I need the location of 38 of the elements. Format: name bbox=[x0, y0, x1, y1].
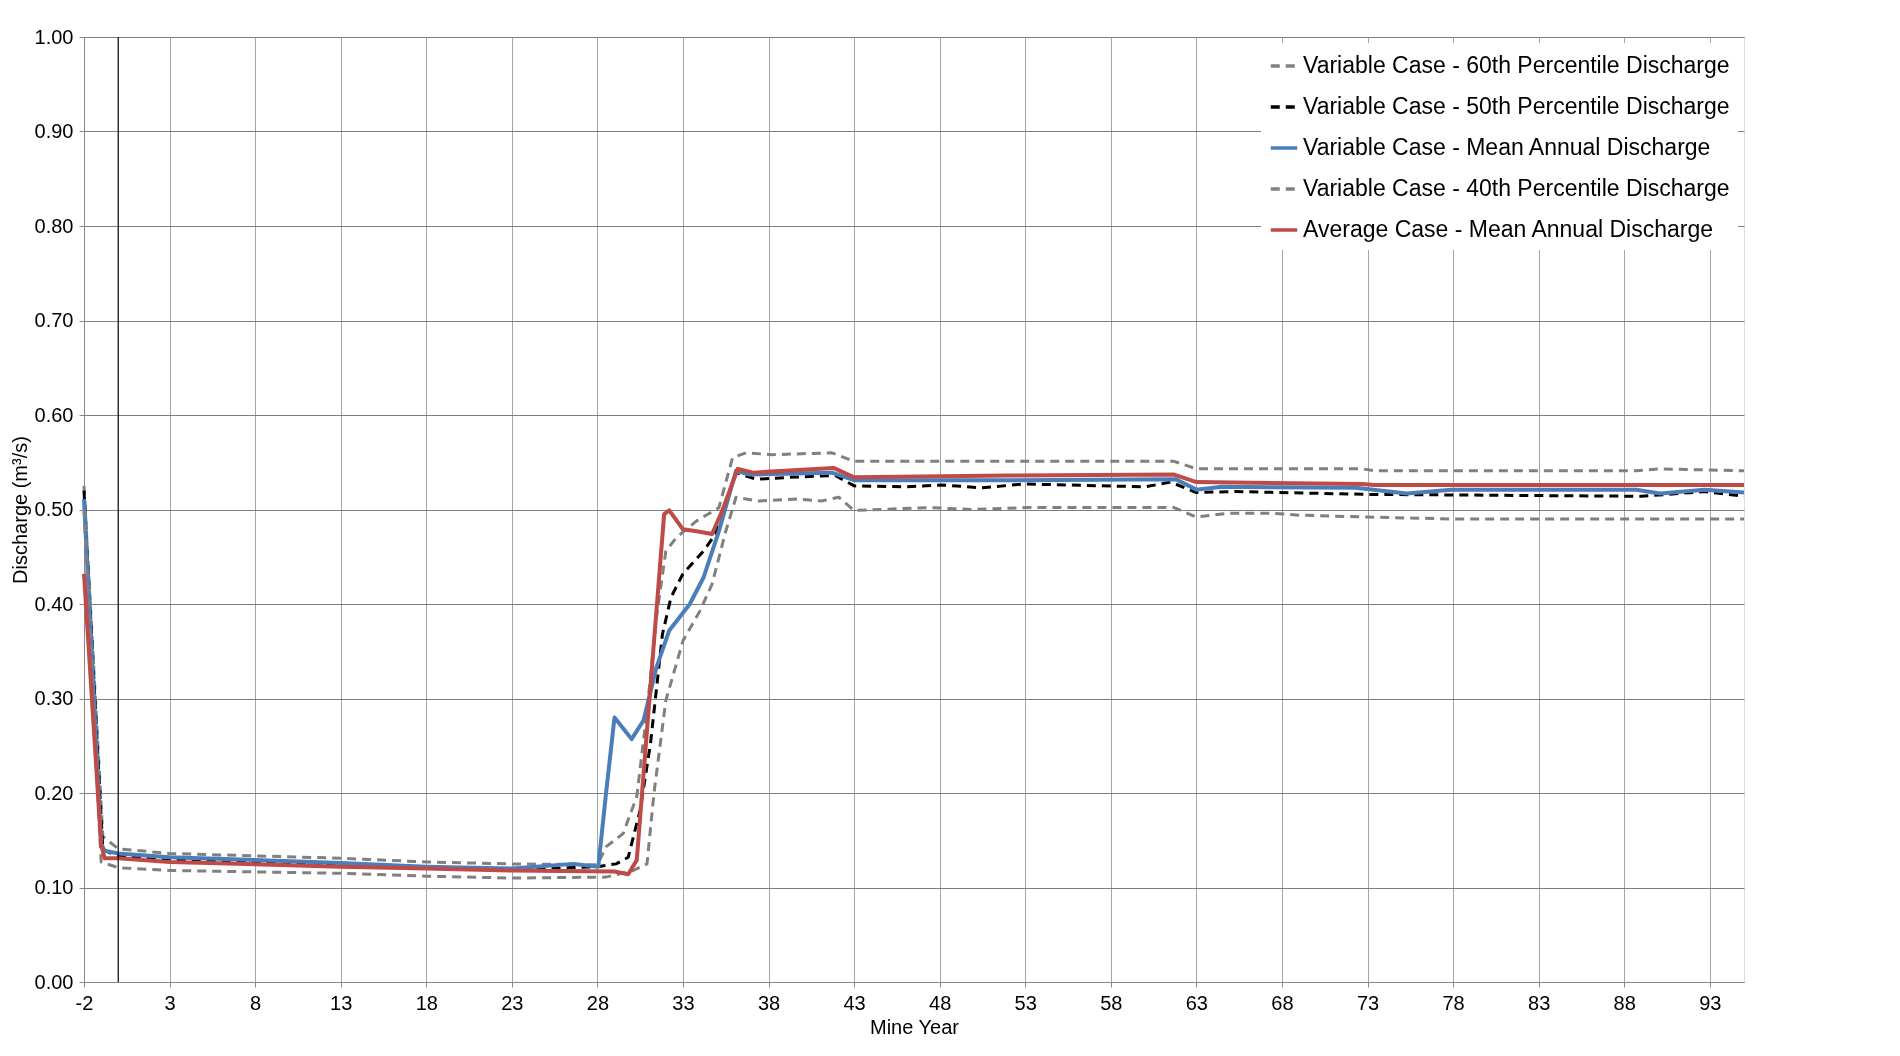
y-tick-label: 1.00 bbox=[34, 25, 74, 48]
y-tick-label: 0.30 bbox=[34, 687, 74, 709]
x-tick-label: 13 bbox=[330, 991, 353, 1014]
legend-label: Variable Case - Mean Annual Discharge bbox=[1303, 134, 1711, 160]
y-tick-label: 0.90 bbox=[34, 120, 74, 142]
y-tick-label: 0.50 bbox=[34, 498, 74, 520]
x-tick-label: 48 bbox=[929, 991, 952, 1014]
x-tick-label: 78 bbox=[1442, 991, 1465, 1014]
x-tick-label: 23 bbox=[501, 991, 524, 1014]
y-tick-label: 0.70 bbox=[34, 309, 74, 331]
x-tick-label: 63 bbox=[1185, 991, 1208, 1014]
x-tick-label: 93 bbox=[1699, 991, 1722, 1014]
y-tick-label: 0.80 bbox=[34, 214, 74, 237]
x-tick-label: 28 bbox=[586, 991, 610, 1014]
x-tick-label: 83 bbox=[1528, 991, 1551, 1014]
y-axis-title: Discharge (m³/s) bbox=[8, 436, 31, 584]
y-tick-label: 0.00 bbox=[34, 970, 74, 993]
y-tick-label: 0.10 bbox=[34, 876, 74, 898]
legend-label: Variable Case - 50th Percentile Discharge bbox=[1303, 93, 1730, 119]
x-tick-label: 3 bbox=[164, 991, 176, 1014]
x-tick-label: 58 bbox=[1100, 991, 1123, 1014]
y-tick-label: 0.60 bbox=[34, 403, 74, 426]
x-tick-label: -2 bbox=[75, 991, 94, 1014]
x-tick-label: 8 bbox=[250, 991, 262, 1014]
x-tick-label: 53 bbox=[1014, 991, 1037, 1014]
x-tick-label: 73 bbox=[1356, 991, 1380, 1014]
x-tick-label: 33 bbox=[672, 991, 695, 1014]
legend-label: Average Case - Mean Annual Discharge bbox=[1303, 216, 1713, 242]
x-tick-label: 43 bbox=[843, 991, 866, 1014]
x-tick-label: 88 bbox=[1613, 991, 1636, 1014]
legend-label: Variable Case - 40th Percentile Discharge bbox=[1303, 175, 1730, 201]
x-tick-label: 18 bbox=[415, 991, 438, 1014]
y-tick-label: 0.20 bbox=[34, 781, 74, 804]
x-tick-label: 38 bbox=[757, 991, 781, 1014]
x-axis-title: Mine Year bbox=[870, 1015, 960, 1038]
legend-label: Variable Case - 60th Percentile Discharge bbox=[1303, 52, 1730, 78]
x-tick-label: 68 bbox=[1271, 991, 1294, 1014]
y-tick-label: 0.40 bbox=[34, 592, 74, 615]
